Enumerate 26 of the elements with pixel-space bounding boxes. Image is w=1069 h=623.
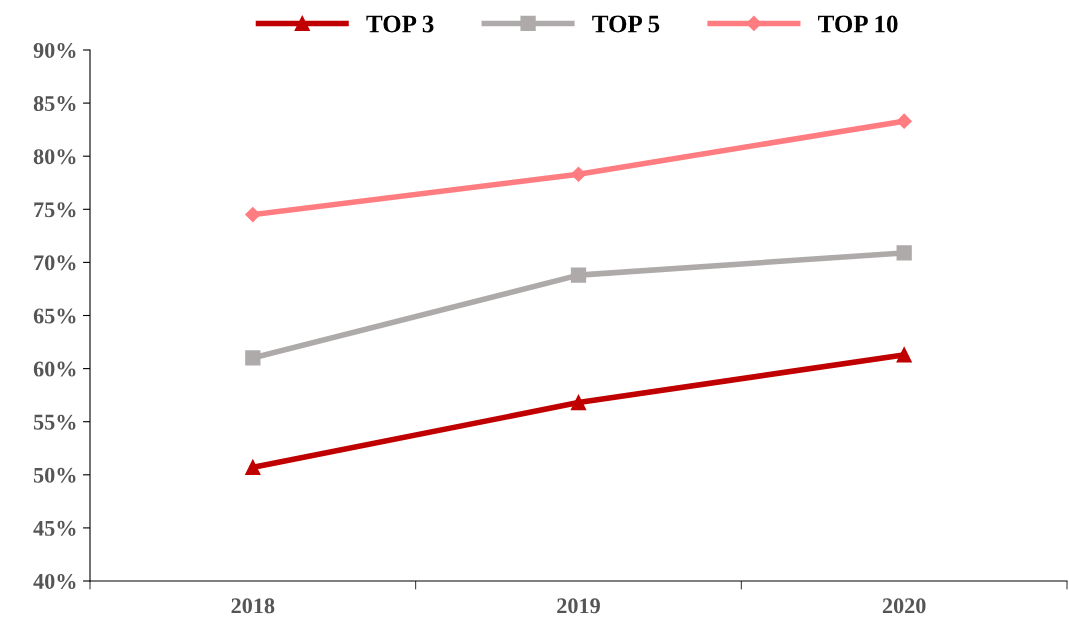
x-tick-label: 2019 [557, 598, 600, 614]
y-tick-label: 65% [33, 308, 76, 324]
point [896, 245, 912, 261]
y-tick-label: 85% [33, 96, 76, 112]
point [896, 113, 912, 129]
point [245, 459, 261, 476]
point [896, 347, 912, 363]
y-tick-label: 45% [33, 520, 76, 536]
y-tick-label: 75% [34, 202, 76, 218]
y-tick-label: 50% [33, 467, 76, 483]
legend-label: TOP 5 [592, 15, 660, 33]
point [245, 350, 261, 366]
x-tick-label: 2020 [882, 598, 926, 614]
point [570, 394, 587, 411]
legend-label: TOP 10 [818, 15, 898, 33]
point [570, 166, 587, 182]
y-tick-label: 90% [33, 42, 76, 58]
y-tick-label: 60% [33, 361, 76, 377]
y-tick-label: 55% [33, 414, 76, 430]
y-tick-label: 40% [33, 573, 76, 589]
point [245, 207, 261, 223]
x-tick-label: 2018 [231, 598, 275, 614]
y-tick-label: 80% [33, 149, 76, 165]
point [570, 267, 587, 283]
legend-label: TOP 3 [366, 15, 434, 33]
y-tick-label: 70% [34, 255, 76, 271]
